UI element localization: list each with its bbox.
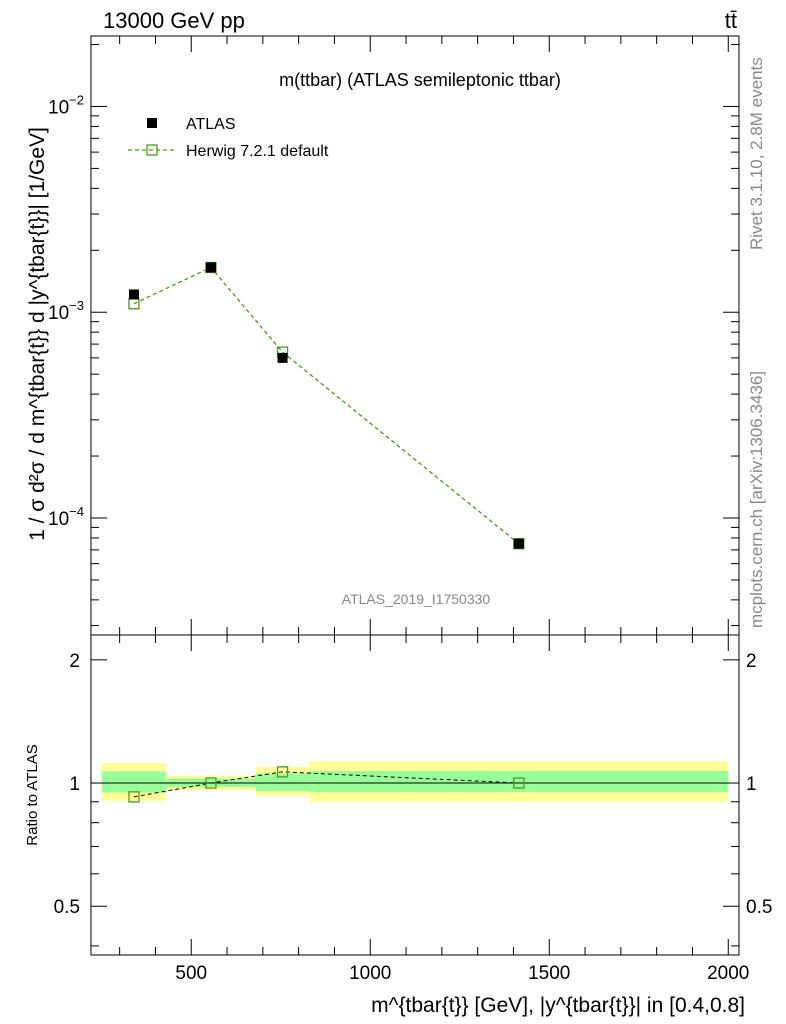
herwig-line [133,266,520,545]
legend-atlas-marker [147,118,157,128]
band-inner [101,771,167,793]
ratio-point [513,777,525,789]
atlas-point [205,262,216,273]
ratio-ticks [91,635,739,955]
main-plot-ticks [91,36,739,635]
rivet-label: Rivet 3.1.10, 2.8M events [747,57,766,250]
legend-herwig-label: Herwig 7.2.1 default [186,143,329,160]
ratio-markers [128,766,525,803]
chart-title: m(ttbar) (ATLAS semileptonic ttbar) [279,70,561,90]
x-tick-label: 500 [175,963,207,984]
ratio-y-tick-label-right: 1 [746,774,757,795]
main-plot-panel: m(ttbar) (ATLAS semileptonic ttbar) ATLA… [26,35,740,636]
atlas-markers [128,262,524,549]
x-tick-labels: 500 1000 1500 2000 [175,963,749,984]
x-tick-label: 1000 [349,963,391,984]
x-axis-label: m^{tbar{t}} [GeV], |y^{tbar{t}}| in [0.4… [371,994,745,1017]
x-tick-label: 2000 [707,963,749,984]
atlas-point [128,289,139,300]
legend: ATLAS Herwig 7.2.1 default [128,116,329,160]
y-tick-label: 10−4 [48,504,84,530]
uncertainty-bands [101,761,729,802]
ratio-line [133,771,519,798]
mcplots-label: mcplots.cern.ch [arXiv:1306.3436] [747,371,766,628]
ratio-point [276,766,289,778]
x-tick-label: 1500 [528,963,570,984]
atlas-point [513,538,524,549]
band-inner [255,773,310,792]
watermark: ATLAS_2019_I1750330 [342,591,491,607]
ratio-y-tick-label-right: 0.5 [746,897,772,918]
ratio-y-axis-label: Ratio to ATLAS [24,744,41,845]
ratio-point [128,791,140,803]
band-inner [309,771,729,793]
atlas-point [277,352,288,363]
ratio-y-tick-label-right: 2 [746,651,757,672]
legend-atlas-label: ATLAS [186,116,236,133]
ratio-y-tick-labels: 0.5 0.5 1 1 2 2 [54,651,773,918]
ratio-plot-frame [90,634,740,956]
header-left: 13000 GeV pp [103,8,245,33]
y-tick-label: 10−3 [48,298,84,324]
y-axis-label: 1 / σ d²σ / d m^{tbar{t}} d |y^{tbar{t}}… [26,127,49,541]
herwig-markers [128,261,525,550]
main-y-tick-labels: 10−2 10−3 10−4 [48,92,84,530]
ratio-y-tick-label: 1 [69,774,80,795]
ratio-panel: 0.5 0.5 1 1 2 2 500 1000 1500 2000 Ratio to ATLA… [24,634,773,1017]
legend-herwig-marker [146,144,158,156]
ratio-y-tick-label: 0.5 [54,897,80,918]
y-tick-label: 10−2 [48,92,84,118]
header-right: tt̄ [725,8,737,33]
ratio-y-tick-label: 2 [69,651,80,672]
ratio-point [205,777,217,789]
